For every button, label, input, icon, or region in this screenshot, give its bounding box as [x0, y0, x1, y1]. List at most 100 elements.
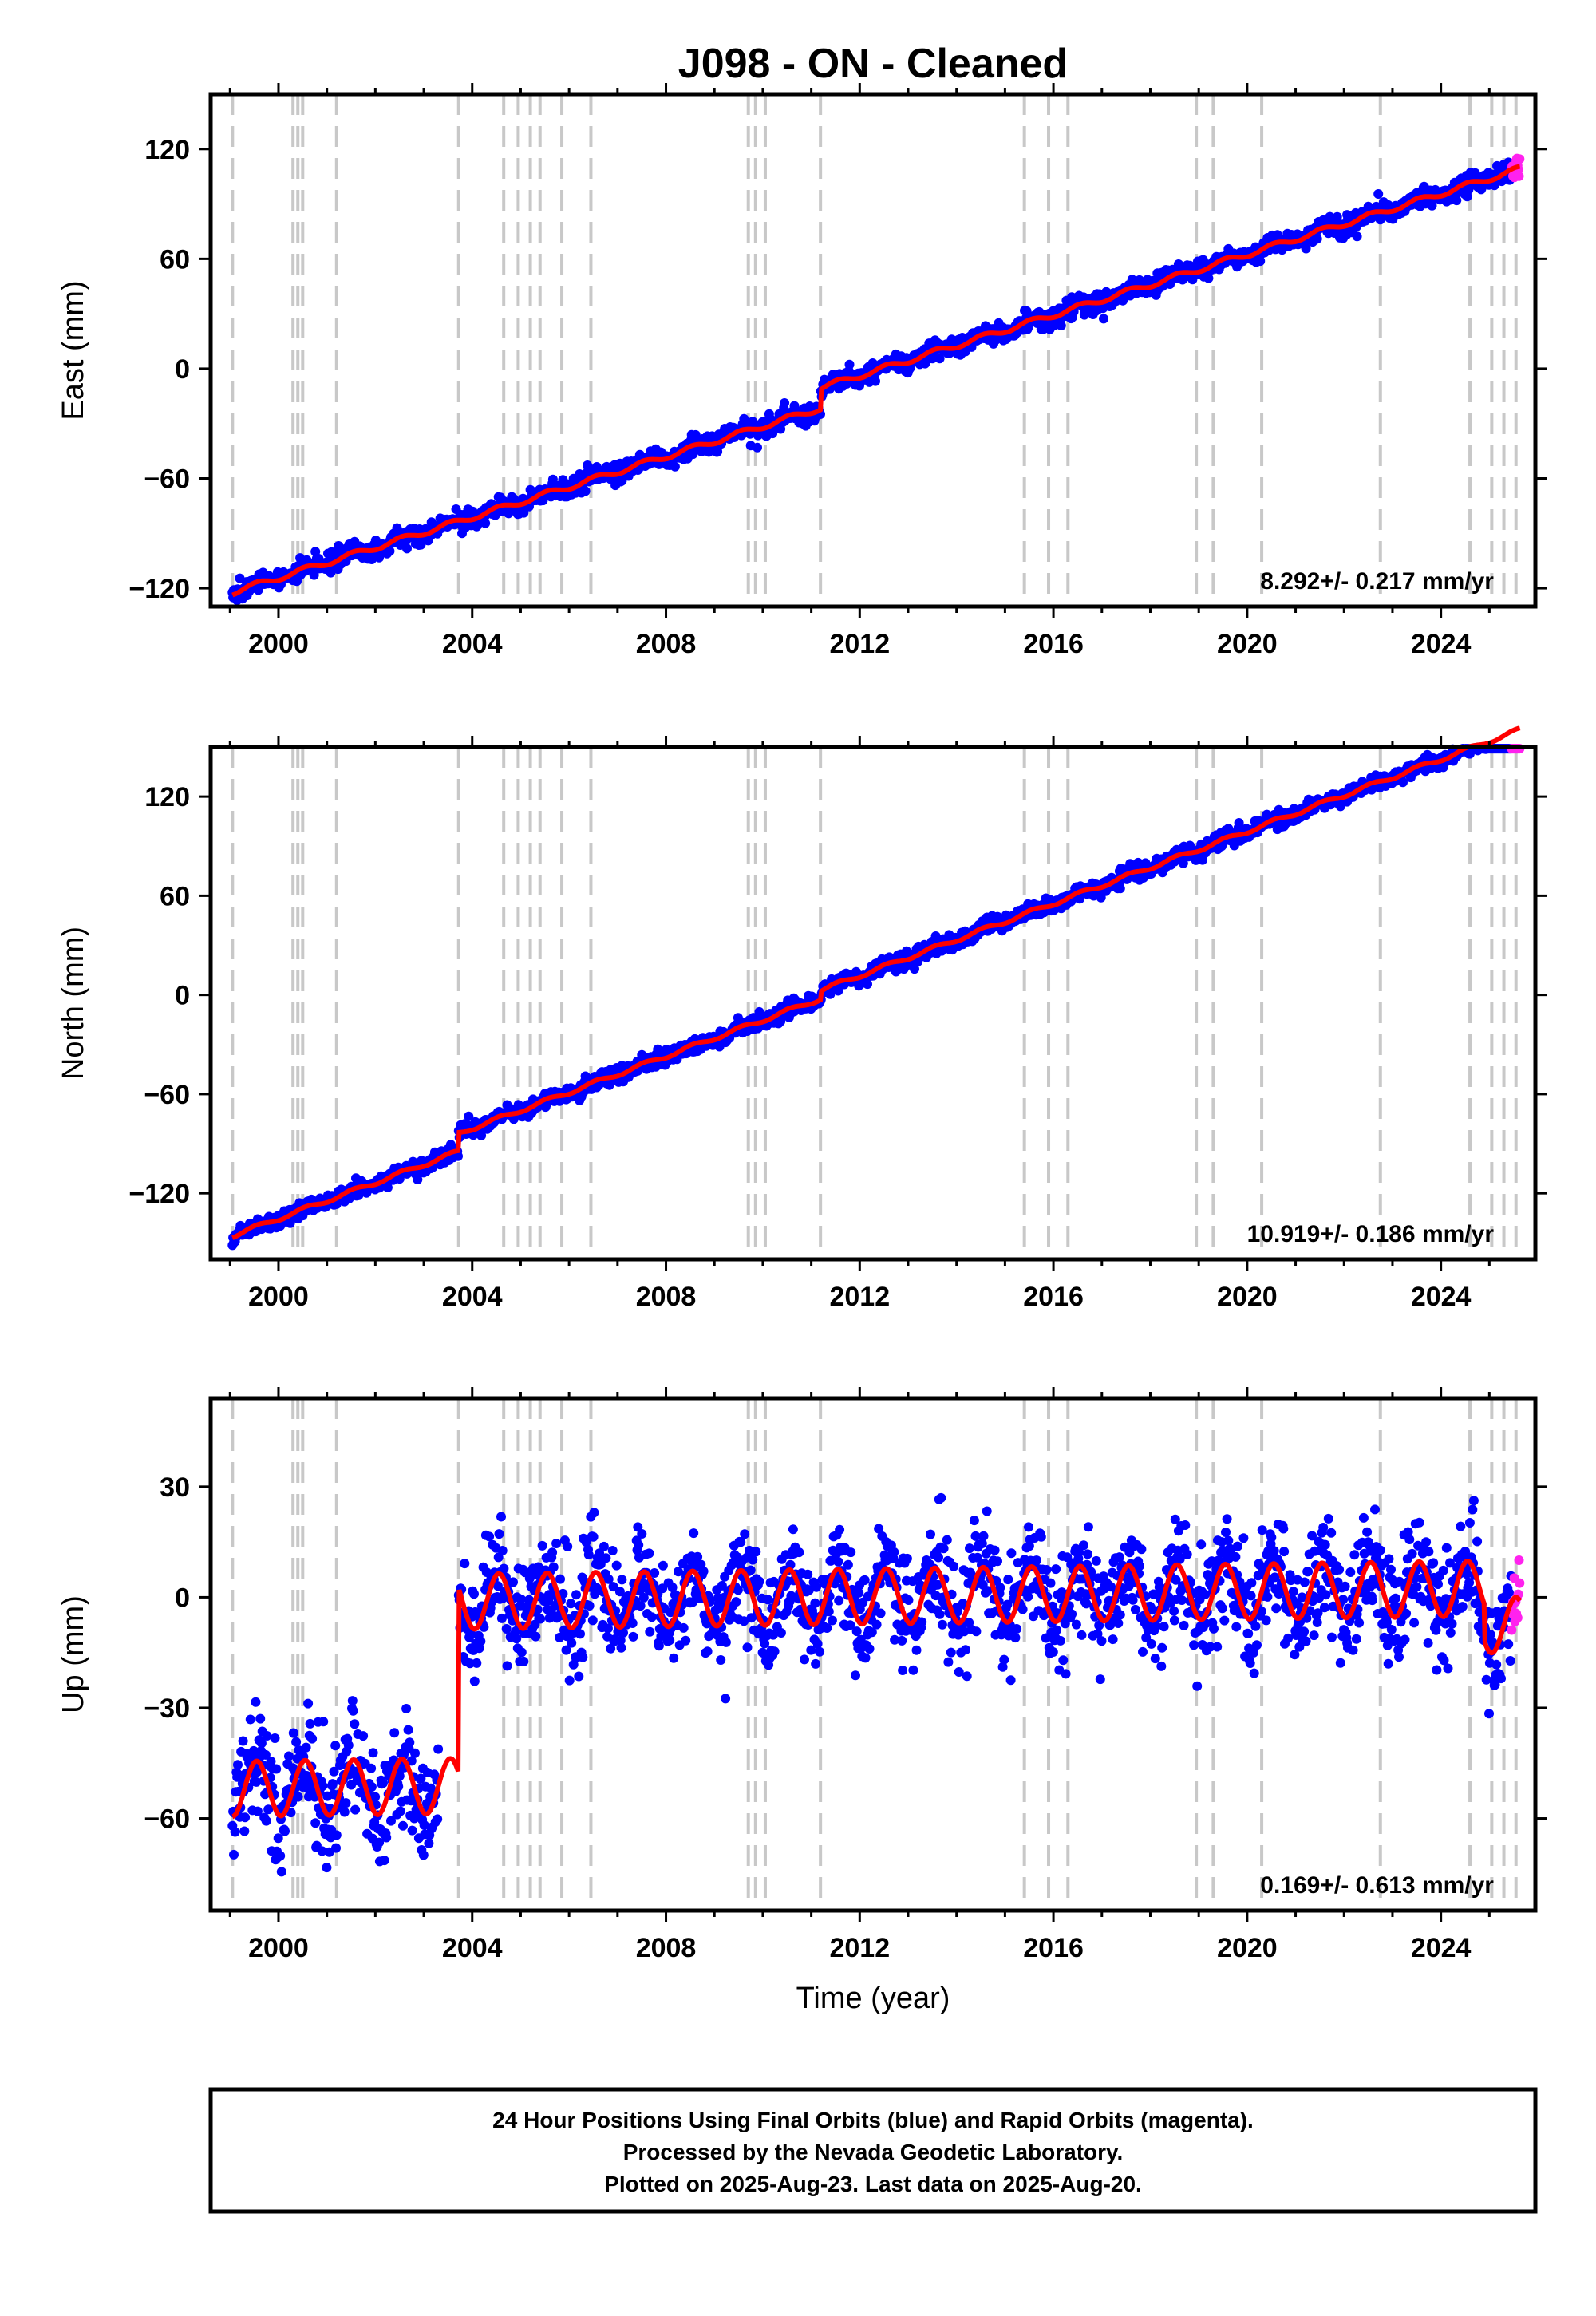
- data-point-up-714: [721, 1637, 731, 1647]
- chart-title: J098 - ON - Cleaned: [678, 41, 1068, 87]
- data-point-up-434: [535, 1614, 546, 1624]
- data-point-up-530: [598, 1541, 609, 1551]
- data-point-up-742: [740, 1529, 750, 1539]
- data-point-east-1939: [1514, 171, 1524, 181]
- data-point-up-481: [567, 1638, 577, 1648]
- data-point-up-377: [497, 1546, 508, 1555]
- data-point-up-556: [616, 1642, 626, 1653]
- y-tick-label-east--60: −60: [144, 464, 190, 495]
- data-point-up-508: [584, 1601, 595, 1611]
- data-point-up-458: [551, 1539, 562, 1548]
- data-point-east-439: [519, 508, 529, 518]
- data-point-up-383: [501, 1624, 512, 1634]
- data-point-up-557: [617, 1575, 627, 1585]
- data-point-up-2: [229, 1849, 239, 1860]
- data-point-up-543: [607, 1546, 618, 1555]
- data-point-up-837: [803, 1569, 813, 1579]
- data-point-up-296: [424, 1838, 434, 1848]
- y-axis-label-east: East (mm): [57, 280, 90, 420]
- data-point-up-120: [307, 1733, 318, 1744]
- data-point-up-598: [644, 1548, 654, 1559]
- x-tick-label-east-2016: 2016: [1023, 629, 1084, 659]
- x-tick-label-north-2008: 2008: [636, 1282, 697, 1312]
- data-point-up-212: [368, 1748, 378, 1758]
- data-point-up-275: [410, 1748, 420, 1758]
- y-tick-label-east--120: −120: [128, 574, 190, 604]
- data-point-up-42: [255, 1713, 266, 1724]
- data-point-up-64: [270, 1733, 280, 1743]
- data-point-east-532: [580, 486, 591, 496]
- panel-north: 2000 2004 2008 2012 2016 2020 2024−120−6006012…: [57, 725, 1547, 1312]
- x-tick-label-north-2004: 2004: [442, 1282, 503, 1312]
- data-point-up-271: [407, 1825, 417, 1836]
- data-point-up-375: [496, 1512, 506, 1522]
- data-point-up-265: [403, 1725, 413, 1735]
- data-point-up-398: [512, 1634, 522, 1644]
- data-point-east-832: [780, 398, 790, 408]
- y-axis-label-north: North (mm): [57, 927, 90, 1080]
- data-point-up-79: [280, 1826, 290, 1836]
- data-point-up-16: [238, 1736, 248, 1746]
- data-point-up-754: [748, 1555, 758, 1565]
- data-point-up-156: [331, 1843, 341, 1853]
- data-point-up-320: [460, 1559, 470, 1569]
- data-point-up-650: [678, 1622, 689, 1633]
- data-point-up-406: [516, 1647, 527, 1658]
- data-point-up-635: [669, 1653, 679, 1663]
- data-point-up-764: [754, 1576, 764, 1587]
- data-point-up-262: [401, 1704, 412, 1713]
- data-point-up-713: [721, 1694, 731, 1704]
- event-lines-north: [231, 747, 1518, 1259]
- data-point-up-665: [689, 1528, 699, 1539]
- data-point-up-51: [261, 1816, 271, 1826]
- data-point-up-514: [588, 1531, 598, 1542]
- data-point-up-384: [502, 1661, 512, 1671]
- data-point-up-151: [327, 1779, 338, 1789]
- data-point-up-680: [698, 1566, 709, 1576]
- data-point-east-1727: [1373, 189, 1384, 199]
- data-point-east-791: [753, 442, 762, 453]
- data-point-up-92: [288, 1728, 298, 1738]
- data-point-up-372: [494, 1529, 504, 1539]
- data-point-up-855: [815, 1646, 825, 1657]
- data-point-up-310: [433, 1744, 444, 1754]
- data-point-up-619: [658, 1560, 668, 1571]
- data-point-up-209: [366, 1763, 377, 1773]
- data-point-up-832: [800, 1654, 809, 1665]
- data-point-up-334: [469, 1589, 479, 1599]
- data-point-up-244: [389, 1728, 400, 1738]
- data-point-up-197: [358, 1731, 369, 1741]
- data-point-east-969: [871, 376, 880, 386]
- data-point-up-573: [627, 1618, 638, 1628]
- data-point-up-574: [628, 1631, 638, 1642]
- data-point-up-288: [418, 1850, 429, 1860]
- rate-label-east: 8.292+/- 0.217 mm/yr: [1260, 568, 1494, 595]
- x-tick-label-east-2000: 2000: [248, 629, 309, 659]
- data-point-up-142: [322, 1863, 332, 1873]
- data-point-east-221: [374, 552, 385, 563]
- data-point-east-1618: [1301, 243, 1311, 254]
- data-point-up-613: [654, 1641, 664, 1651]
- y-tick-label-east-60: 60: [160, 244, 190, 275]
- data-point-up-111: [301, 1742, 311, 1753]
- data-point-up-35: [251, 1697, 261, 1707]
- data-point-up-602: [646, 1612, 657, 1622]
- data-point-up-464: [555, 1574, 565, 1584]
- data-point-up-642: [674, 1567, 683, 1577]
- data-point-up-184: [350, 1719, 360, 1729]
- data-point-up-480: [566, 1599, 576, 1609]
- data-point-up-18: [239, 1826, 250, 1836]
- data-point-up-686: [702, 1646, 713, 1657]
- data-point-up-69: [273, 1833, 283, 1844]
- data-point-up-185: [350, 1804, 361, 1815]
- data-point-up-227: [378, 1778, 388, 1788]
- data-point-east-381: [480, 518, 491, 528]
- data-point-up-169: [339, 1807, 350, 1817]
- data-point-up-729: [731, 1597, 741, 1607]
- data-point-up-848: [810, 1598, 820, 1608]
- x-tick-label-north-2016: 2016: [1023, 1282, 1084, 1312]
- data-point-up-267: [405, 1737, 415, 1748]
- data-point-up-309: [433, 1814, 443, 1824]
- data-point-up-759: [751, 1547, 761, 1557]
